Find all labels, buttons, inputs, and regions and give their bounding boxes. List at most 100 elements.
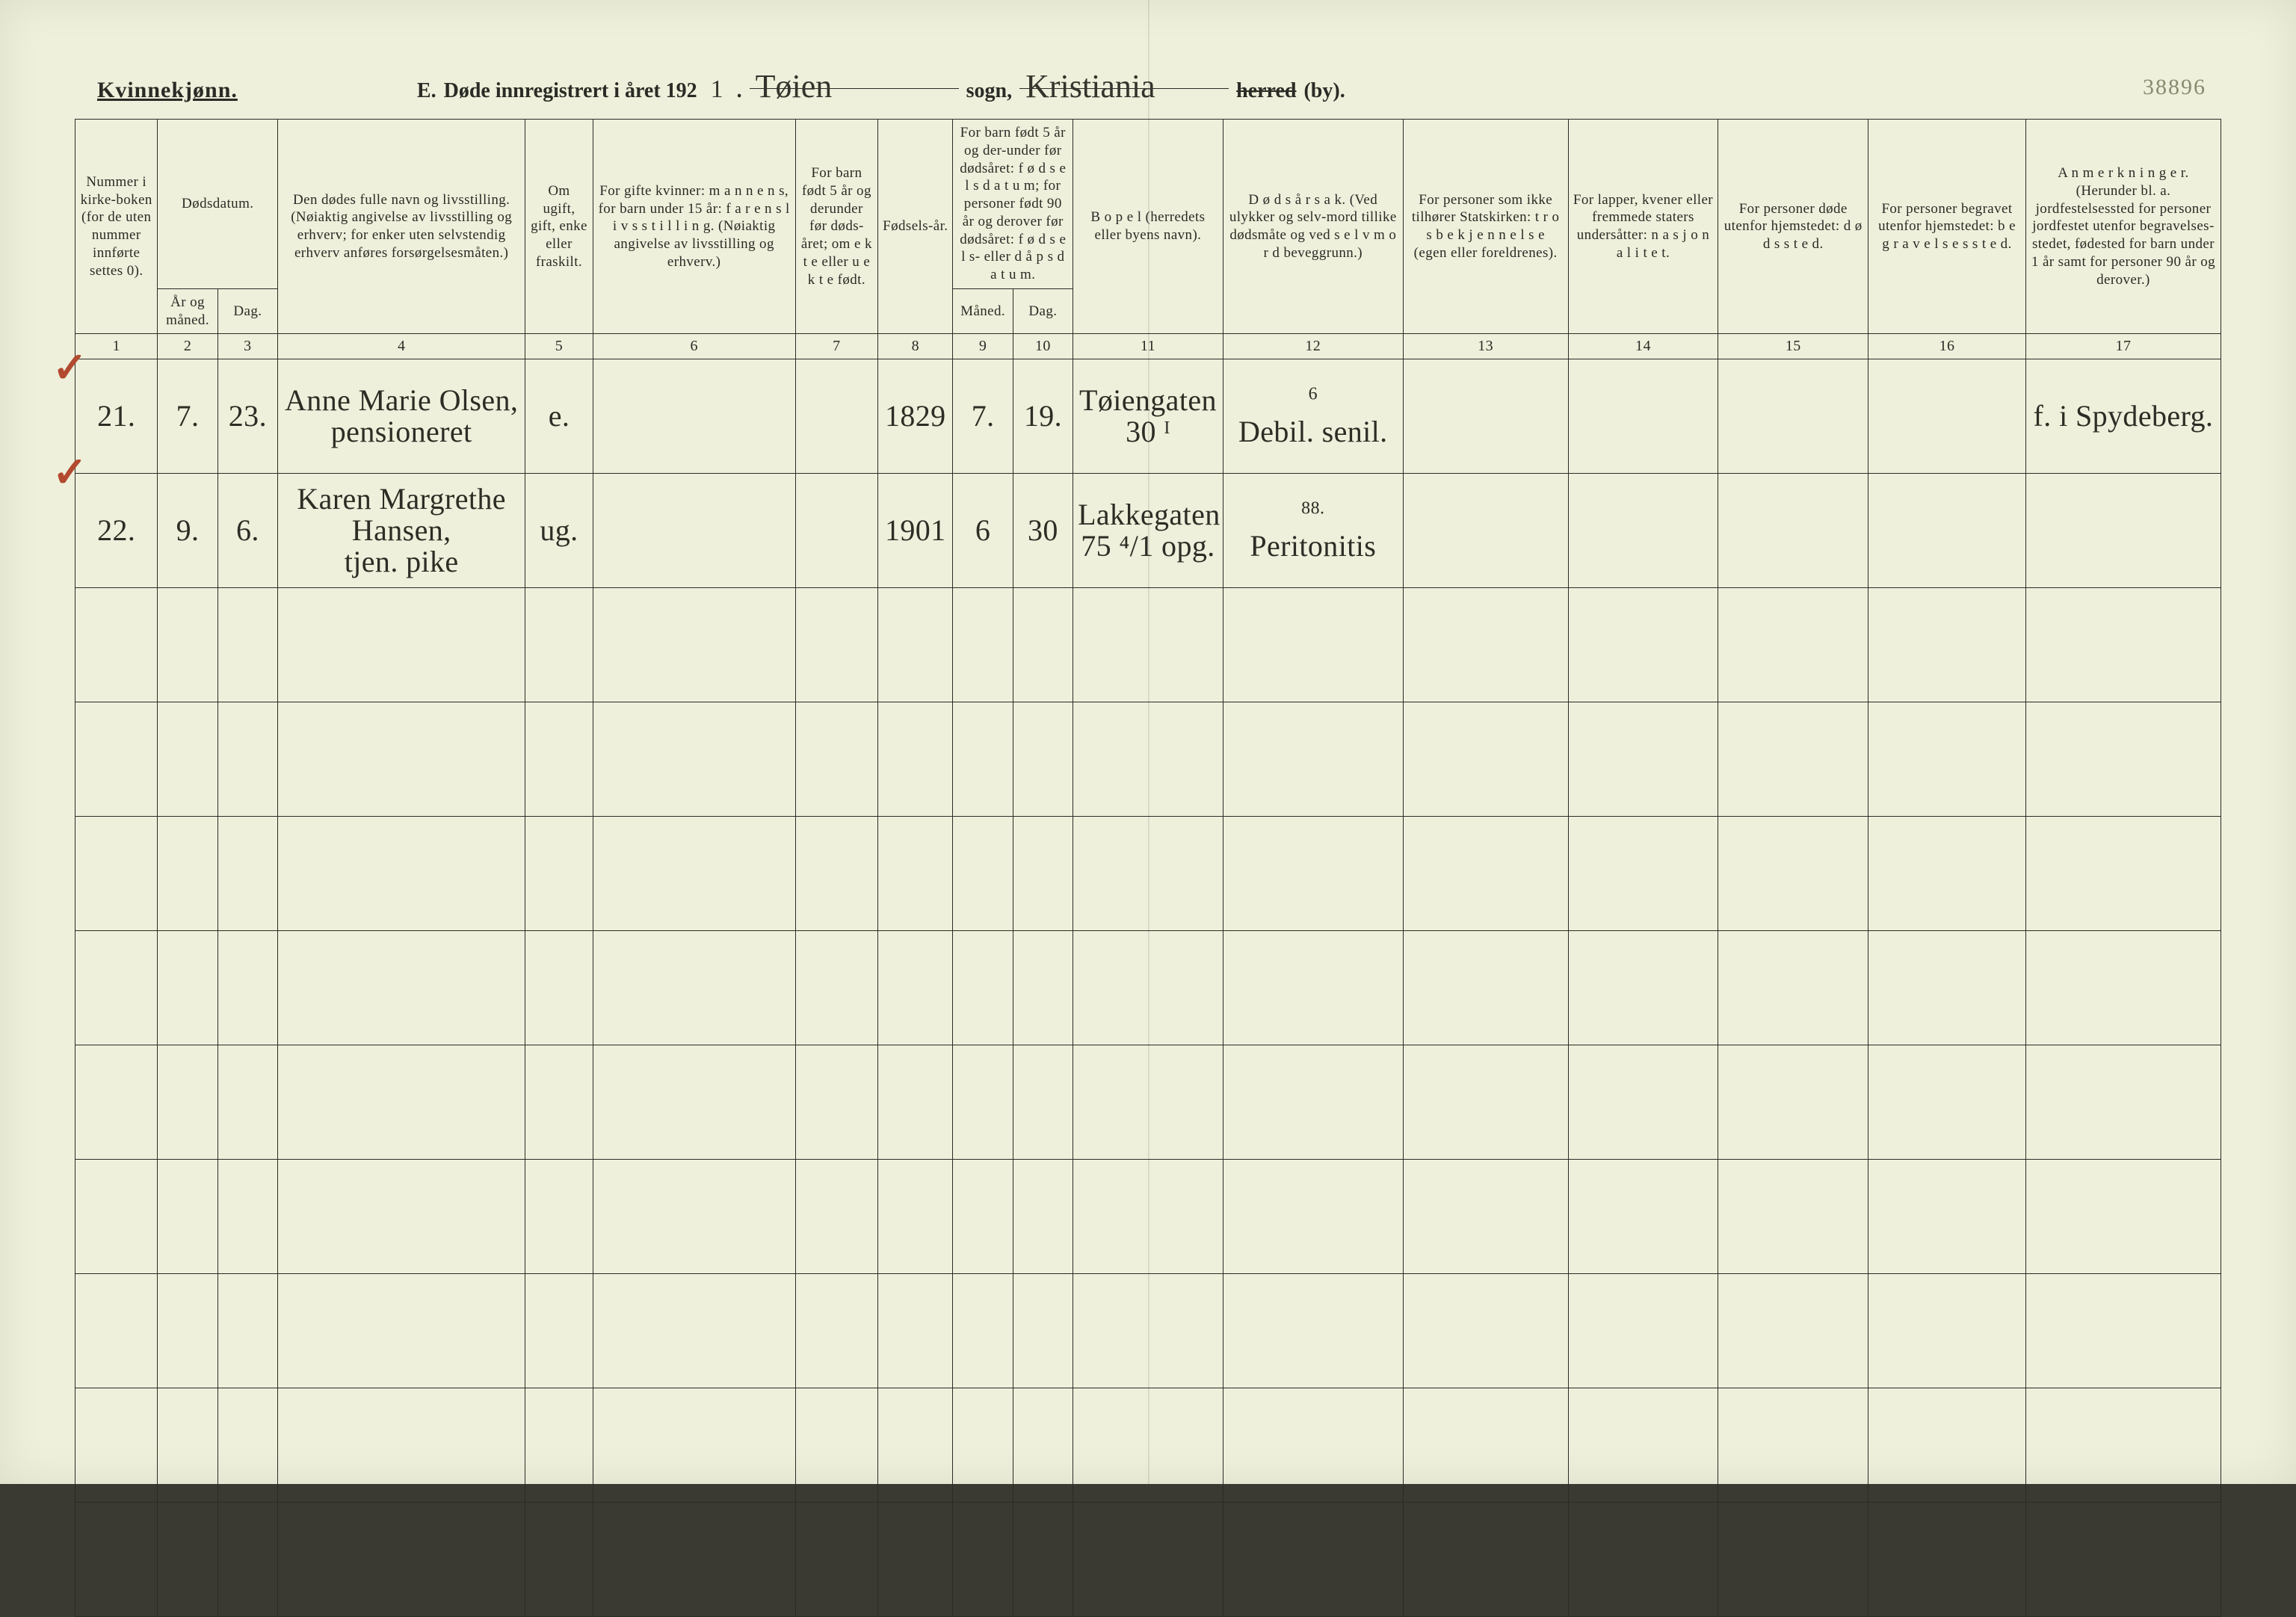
- table-cell: [1868, 1388, 2026, 1503]
- table-cell: [525, 588, 593, 702]
- table-cell: [1718, 474, 1868, 588]
- table-cell: [1568, 588, 1718, 702]
- table-cell: [2025, 817, 2221, 931]
- table-cell: [878, 1045, 953, 1160]
- col-header-number: Nummer i kirke-boken (for de uten nummer…: [75, 120, 158, 334]
- table-cell: [1223, 1388, 1403, 1503]
- table-cell: [1013, 1160, 1073, 1274]
- table-cell: [1568, 817, 1718, 931]
- table-cell: 19.: [1013, 359, 1073, 474]
- table-cell: [158, 1503, 217, 1617]
- table-cell: [1403, 702, 1568, 817]
- table-cell: [1868, 1045, 2026, 1160]
- table-cell: [158, 817, 217, 931]
- col-header-ekte: For barn født 5 år og derunder før døds-…: [795, 120, 877, 334]
- table-cell: [593, 474, 795, 588]
- table-cell: [1403, 359, 1568, 474]
- table-cell: [75, 931, 158, 1045]
- table-cell: [593, 702, 795, 817]
- table-cell: [1568, 359, 1718, 474]
- column-number: 13: [1403, 334, 1568, 359]
- col-header-deathdate-group: Dødsdatum.: [158, 120, 278, 289]
- table-cell: [158, 1160, 217, 1274]
- table-cell: 6.: [217, 474, 277, 588]
- col-header-death-day: Dag.: [217, 288, 277, 334]
- table-cell: [525, 1045, 593, 1160]
- col-header-notes: A n m e r k n i n g e r. (Herunder bl. a…: [2025, 120, 2221, 334]
- table-cell: [795, 1160, 877, 1274]
- table-cell: [217, 588, 277, 702]
- table-cell: [2025, 1388, 2221, 1503]
- table-cell: [2025, 1274, 2221, 1388]
- table-cell: [1568, 1388, 1718, 1503]
- table-cell: [1013, 588, 1073, 702]
- table-cell: [1403, 1160, 1568, 1274]
- table-cell: [1868, 474, 2026, 588]
- gender-label: Kvinnekjønn.: [97, 78, 238, 103]
- district-value: Kristiania: [1019, 68, 1161, 105]
- table-cell: [75, 1160, 158, 1274]
- table-cell: [593, 1388, 795, 1503]
- table-cell: [158, 1388, 217, 1503]
- col-header-birth-day: Dag.: [1013, 288, 1073, 334]
- table-cell: [1718, 1045, 1868, 1160]
- table-cell: [217, 702, 277, 817]
- table-cell: [1403, 931, 1568, 1045]
- table-cell: 88.Peritonitis: [1223, 474, 1403, 588]
- table-cell: [953, 702, 1013, 817]
- table-cell: [593, 1160, 795, 1274]
- table-cell: [953, 1160, 1013, 1274]
- table-cell: [278, 1388, 525, 1503]
- page-fold: [1148, 0, 1149, 1484]
- table-cell: [1568, 1160, 1718, 1274]
- table-cell: [795, 702, 877, 817]
- table-cell: [1403, 1045, 1568, 1160]
- by-label: (by).: [1303, 79, 1345, 103]
- table-cell: [953, 817, 1013, 931]
- title-period: .: [737, 79, 742, 103]
- table-cell: [593, 359, 795, 474]
- table-cell: [1568, 702, 1718, 817]
- table-cell: [75, 588, 158, 702]
- table-cell: [278, 817, 525, 931]
- table-cell: [1718, 931, 1868, 1045]
- column-number: 1: [75, 334, 158, 359]
- col-header-nationality: For lapper, kvener eller fremmede stater…: [1568, 120, 1718, 334]
- table-cell: [1073, 1503, 1223, 1617]
- table-cell: [1718, 1388, 1868, 1503]
- table-cell: [1403, 1503, 1568, 1617]
- table-cell: [1013, 817, 1073, 931]
- table-cell: [1403, 817, 1568, 931]
- table-cell: ug.: [525, 474, 593, 588]
- table-cell: [1868, 817, 2026, 931]
- table-cell: [1403, 1274, 1568, 1388]
- table-cell: 21.: [75, 359, 158, 474]
- table-cell: Karen Margrethe Hansen,tjen. pike: [278, 474, 525, 588]
- table-cell: [795, 1388, 877, 1503]
- table-cell: [2025, 588, 2221, 702]
- table-cell: [1013, 1274, 1073, 1388]
- register-page: 38896 Kvinnekjønn. E. Døde innregistrert…: [0, 0, 2296, 1484]
- table-cell: [75, 817, 158, 931]
- table-cell: 22.: [75, 474, 158, 588]
- column-number: 6: [593, 334, 795, 359]
- table-cell: [1223, 1160, 1403, 1274]
- table-cell: [278, 1274, 525, 1388]
- table-cell: [217, 1160, 277, 1274]
- column-number: 9: [953, 334, 1013, 359]
- table-cell: [878, 588, 953, 702]
- column-number: 16: [1868, 334, 2026, 359]
- table-cell: [953, 1045, 1013, 1160]
- table-cell: [1013, 1388, 1073, 1503]
- table-cell: [1718, 1503, 1868, 1617]
- column-number: 12: [1223, 334, 1403, 359]
- table-cell: [1223, 931, 1403, 1045]
- table-cell: [795, 359, 877, 474]
- col-header-cause: D ø d s å r s a k. (Ved ulykker og selv-…: [1223, 120, 1403, 334]
- column-number: 3: [217, 334, 277, 359]
- table-cell: [278, 702, 525, 817]
- table-cell: [1718, 588, 1868, 702]
- table-cell: [525, 1160, 593, 1274]
- table-cell: [1403, 474, 1568, 588]
- table-cell: [795, 588, 877, 702]
